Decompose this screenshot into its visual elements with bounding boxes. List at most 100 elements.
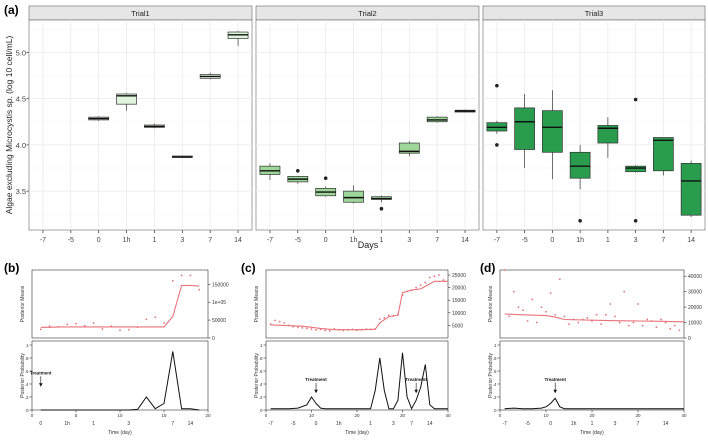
box-body bbox=[653, 137, 673, 170]
data-point bbox=[614, 315, 616, 317]
data-point bbox=[577, 322, 579, 324]
data-point bbox=[40, 329, 42, 331]
facet-trial1: Trial1 -7 -5 0 1h 1 3 7 14 bbox=[29, 6, 252, 244]
treatment-annotation: Treatment bbox=[544, 377, 566, 382]
x-tick-label: 5 bbox=[75, 413, 78, 418]
data-point bbox=[541, 306, 543, 308]
data-point bbox=[587, 317, 589, 319]
box-body bbox=[344, 191, 364, 202]
day-label: 7 bbox=[171, 421, 174, 427]
x-tick-label: 30 bbox=[635, 413, 641, 418]
x-tick-label: 40 bbox=[445, 413, 451, 418]
day-label: -7 bbox=[268, 421, 273, 427]
day-label: 1h bbox=[64, 421, 70, 427]
x-tick-label: 3 bbox=[180, 237, 184, 244]
outlier-point bbox=[578, 219, 582, 223]
data-point bbox=[283, 322, 285, 324]
data-point bbox=[531, 298, 533, 300]
bottom-y-tick-label: .4 bbox=[259, 382, 263, 387]
bottom-y-tick-label: .4 bbox=[493, 382, 497, 387]
x-tick-label: 15 bbox=[161, 413, 167, 418]
outlier-point bbox=[495, 84, 499, 88]
data-point bbox=[656, 326, 658, 328]
y-axis-title: Algae excluding Microcystis sp. (log 10 … bbox=[4, 36, 14, 215]
x-tick-label: -5 bbox=[295, 237, 301, 244]
x-tick-label: 0 bbox=[550, 237, 554, 244]
x-tick-label: 1h bbox=[576, 237, 584, 244]
data-point bbox=[128, 329, 130, 331]
x-tick-label: -7 bbox=[267, 237, 273, 244]
treatment-annotation: Treatment bbox=[405, 377, 427, 382]
data-point bbox=[605, 314, 607, 316]
data-point bbox=[554, 314, 556, 316]
posterior-probability-line bbox=[505, 398, 684, 408]
data-point bbox=[93, 322, 95, 324]
top-y-tick-label: 20000 bbox=[688, 305, 702, 311]
bottom-y-tick-label: .8 bbox=[259, 356, 263, 361]
box-trial2-day-7 bbox=[427, 116, 447, 122]
top-y-tick-label: 0 bbox=[212, 336, 215, 342]
treatment-arrow-head bbox=[414, 390, 418, 394]
data-point bbox=[559, 278, 561, 280]
data-point bbox=[420, 284, 422, 286]
box-body bbox=[681, 163, 701, 215]
day-label: 7 bbox=[637, 421, 640, 427]
outlier-point bbox=[495, 143, 499, 147]
data-point bbox=[297, 327, 299, 329]
data-point bbox=[619, 322, 621, 324]
data-point bbox=[564, 315, 566, 317]
posterior-mean-line bbox=[271, 281, 448, 329]
x-tick-label: 7 bbox=[435, 237, 439, 244]
top-y-tick-label: 150000 bbox=[212, 282, 229, 288]
data-point bbox=[172, 280, 174, 282]
top-y-tick-label: 50000 bbox=[212, 318, 226, 324]
day-label: 3 bbox=[392, 421, 395, 427]
bottom-plot-frame bbox=[32, 341, 208, 410]
day-label: -5 bbox=[525, 421, 530, 427]
box-body bbox=[515, 108, 535, 150]
posterior-probability-line bbox=[41, 352, 199, 411]
box-trial1-day-0 bbox=[89, 116, 109, 121]
outlier-point bbox=[634, 98, 638, 102]
facet-panel bbox=[256, 20, 479, 230]
facet-title: Trial3 bbox=[585, 9, 603, 18]
data-point bbox=[274, 319, 276, 321]
data-point bbox=[518, 306, 520, 308]
facet-title: Trial1 bbox=[131, 9, 149, 18]
data-point bbox=[568, 323, 570, 325]
day-label: 0 bbox=[315, 421, 318, 427]
data-point bbox=[660, 319, 662, 321]
data-point bbox=[163, 322, 165, 324]
x-tick-label: 20 bbox=[589, 413, 595, 418]
x-tick-label: 10 bbox=[117, 413, 123, 418]
data-point bbox=[637, 303, 639, 305]
x-tick-label: 0 bbox=[324, 237, 328, 244]
data-point bbox=[379, 318, 381, 320]
panel-label: (c) bbox=[241, 261, 256, 275]
panel-d: (d)Posterior Means010000200003000040000P… bbox=[480, 261, 702, 436]
x-tick-label: 7 bbox=[208, 237, 212, 244]
treatment-annotation: Treatment bbox=[305, 377, 327, 382]
data-point bbox=[181, 274, 183, 276]
x-tick-label: 40 bbox=[681, 413, 687, 418]
top-y-tick-label: 30000 bbox=[688, 290, 702, 296]
top-y-tick-label: 20000 bbox=[452, 286, 466, 292]
x-tick-label: 20 bbox=[205, 413, 211, 418]
data-point bbox=[119, 329, 121, 331]
data-point bbox=[504, 269, 506, 271]
data-point bbox=[527, 320, 529, 322]
data-point bbox=[198, 289, 200, 291]
data-point bbox=[642, 325, 644, 327]
x-tick-label: -5 bbox=[522, 237, 528, 244]
data-point bbox=[522, 309, 524, 311]
x-tick-label: 1h bbox=[123, 237, 131, 244]
bottom-y-tick-label: .6 bbox=[259, 369, 263, 374]
bottom-y-tick-label: .2 bbox=[259, 395, 263, 400]
box-body bbox=[626, 166, 646, 172]
data-point bbox=[600, 323, 602, 325]
x-tick-label: 1 bbox=[379, 237, 383, 244]
outlier-point bbox=[296, 169, 300, 173]
bottom-y-tick-label: .8 bbox=[493, 356, 497, 361]
day-label: 1 bbox=[369, 421, 372, 427]
bottom-plot-frame bbox=[500, 341, 684, 410]
